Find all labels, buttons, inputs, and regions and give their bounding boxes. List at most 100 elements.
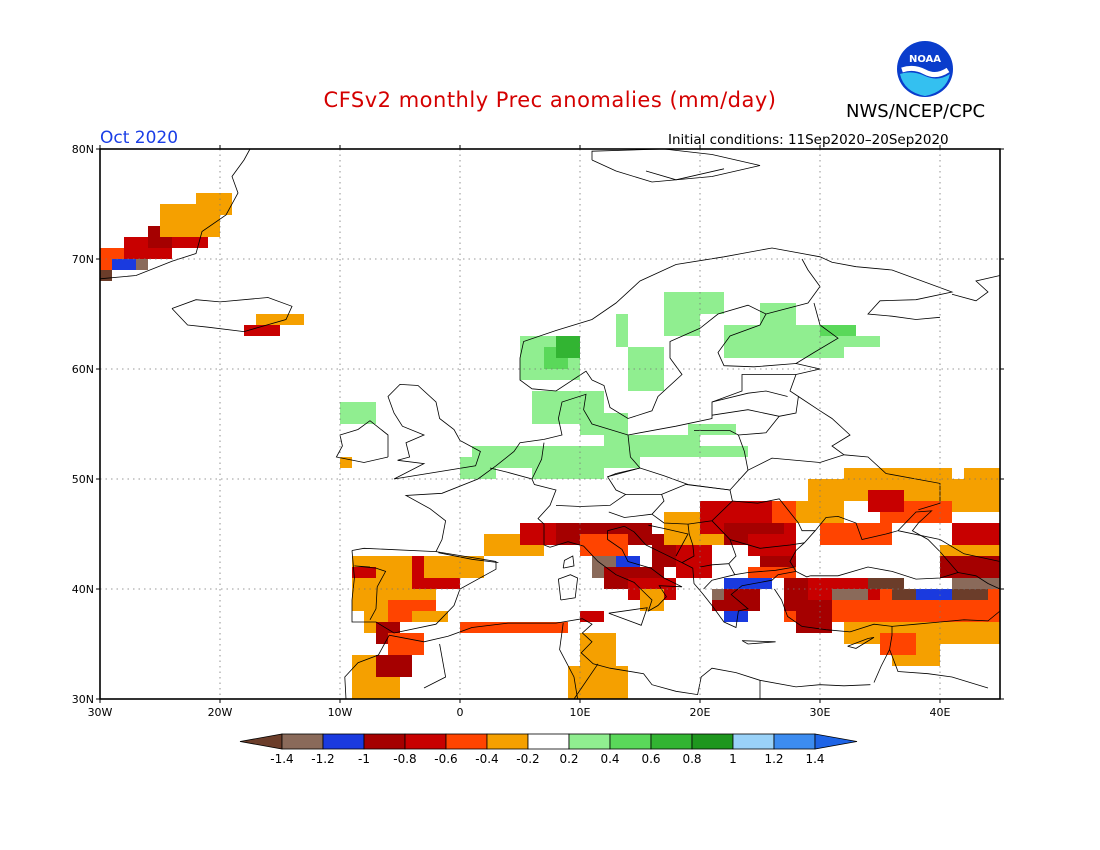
coastline — [741, 640, 776, 645]
colorbar-segment — [773, 733, 816, 750]
lat-label: 30N — [72, 693, 94, 706]
colorbar-label: 0.2 — [559, 752, 578, 766]
coastline — [624, 525, 811, 629]
anomaly-cell — [376, 655, 412, 677]
colorbar-label: -0.6 — [434, 752, 457, 766]
lat-label: 60N — [72, 363, 94, 376]
coastline — [847, 637, 875, 649]
anomaly-cell — [868, 578, 904, 589]
anomaly-cell — [424, 556, 484, 578]
coastline — [891, 610, 1001, 627]
anomaly-cell — [388, 633, 424, 655]
coastline — [711, 520, 805, 549]
anomaly-cell — [112, 259, 136, 270]
coastline — [591, 148, 761, 183]
map-title: CFSv2 monthly Prec anomalies (mm/day) — [323, 88, 777, 112]
anomaly-cell — [820, 523, 892, 545]
anomaly-cell — [712, 589, 724, 600]
colorbar-segment — [404, 733, 447, 750]
anomaly-cell — [136, 259, 148, 270]
anomaly-cell — [580, 534, 628, 556]
coastline — [699, 563, 729, 568]
anomaly-cell — [580, 413, 628, 435]
colorbar-segment — [281, 733, 324, 750]
colorbar-label: -0.2 — [516, 752, 539, 766]
forecast-month: Oct 2020 — [100, 128, 179, 148]
coastline — [651, 484, 733, 525]
coastline — [774, 588, 893, 683]
anomaly-cell — [256, 314, 304, 325]
anomaly-cell — [556, 336, 580, 358]
coastline — [573, 663, 599, 700]
anomaly-cell — [724, 611, 748, 622]
anomaly-cell — [964, 468, 1000, 479]
map-frame — [99, 148, 1001, 700]
coastline — [711, 409, 780, 417]
coastline — [957, 572, 1001, 590]
anomaly-cell — [172, 237, 208, 248]
initial-conditions: Initial conditions: 11Sep2020–20Sep2020 — [668, 132, 949, 148]
anomaly-cell — [952, 523, 1000, 545]
anomaly-cell — [688, 424, 736, 435]
lon-label: 10E — [570, 706, 591, 719]
coastline — [591, 304, 821, 419]
anomaly-cell — [940, 545, 1000, 556]
coastline — [559, 623, 578, 700]
lon-label: 20E — [690, 706, 711, 719]
lat-label: 70N — [72, 253, 94, 266]
colorbar-segment — [609, 733, 652, 750]
coastline — [171, 297, 293, 333]
anomaly-cell — [796, 611, 832, 633]
colorbar-label: 0.4 — [600, 752, 619, 766]
anomaly-cell — [796, 336, 880, 347]
coastline — [404, 368, 821, 552]
coastline — [387, 383, 481, 480]
coastline — [489, 467, 557, 548]
anomaly-cell — [580, 633, 616, 666]
anomaly-cell — [472, 446, 544, 468]
coastlines — [99, 148, 1001, 700]
anomaly-cell — [412, 611, 448, 622]
lon-label: 30W — [88, 706, 113, 719]
gridlines — [100, 149, 1000, 699]
coastline — [351, 547, 497, 634]
anomaly-cell — [724, 578, 772, 589]
coastline — [557, 574, 579, 601]
colorbar-segment — [568, 733, 611, 750]
svg-text:NOAA: NOAA — [909, 54, 941, 65]
anomaly-cell — [532, 446, 604, 479]
coastline — [732, 498, 816, 532]
coastline — [795, 302, 839, 364]
colorbar-label: 1 — [729, 752, 737, 766]
colorbar-label: -0.8 — [393, 752, 416, 766]
colorbar: -1.4 -1.2 -1 -0.8 -0.6 -0.4 -0.2 0.2 0.4 0.6 0.8 1 1… — [239, 733, 858, 766]
anomaly-cell — [916, 589, 952, 600]
colorbar-segment — [363, 733, 406, 750]
coastline — [562, 555, 575, 569]
colorbar-segment — [445, 733, 488, 750]
anomaly-cell — [832, 589, 868, 600]
coastline — [335, 420, 389, 463]
coastline — [438, 552, 499, 563]
colorbar-label: -1.2 — [311, 752, 334, 766]
anomaly-cell — [460, 622, 568, 633]
lon-label: 40E — [930, 706, 951, 719]
lon-label: 30E — [810, 706, 831, 719]
coastline — [645, 168, 725, 181]
anomaly-cell — [520, 523, 556, 545]
lon-label: 10W — [328, 706, 353, 719]
anomaly-cell — [844, 622, 1000, 644]
coastline — [703, 574, 735, 590]
coastline — [423, 643, 447, 689]
coastline — [607, 430, 749, 491]
colorbar-label: 1.2 — [764, 752, 783, 766]
anomaly-cell — [676, 545, 712, 578]
anomaly-cell — [580, 611, 604, 622]
coastline — [897, 530, 1001, 562]
noaa-logo-icon: NOAA — [897, 41, 953, 97]
coastline — [747, 454, 941, 511]
colorbar-segment — [527, 733, 570, 750]
coastline — [344, 618, 871, 700]
